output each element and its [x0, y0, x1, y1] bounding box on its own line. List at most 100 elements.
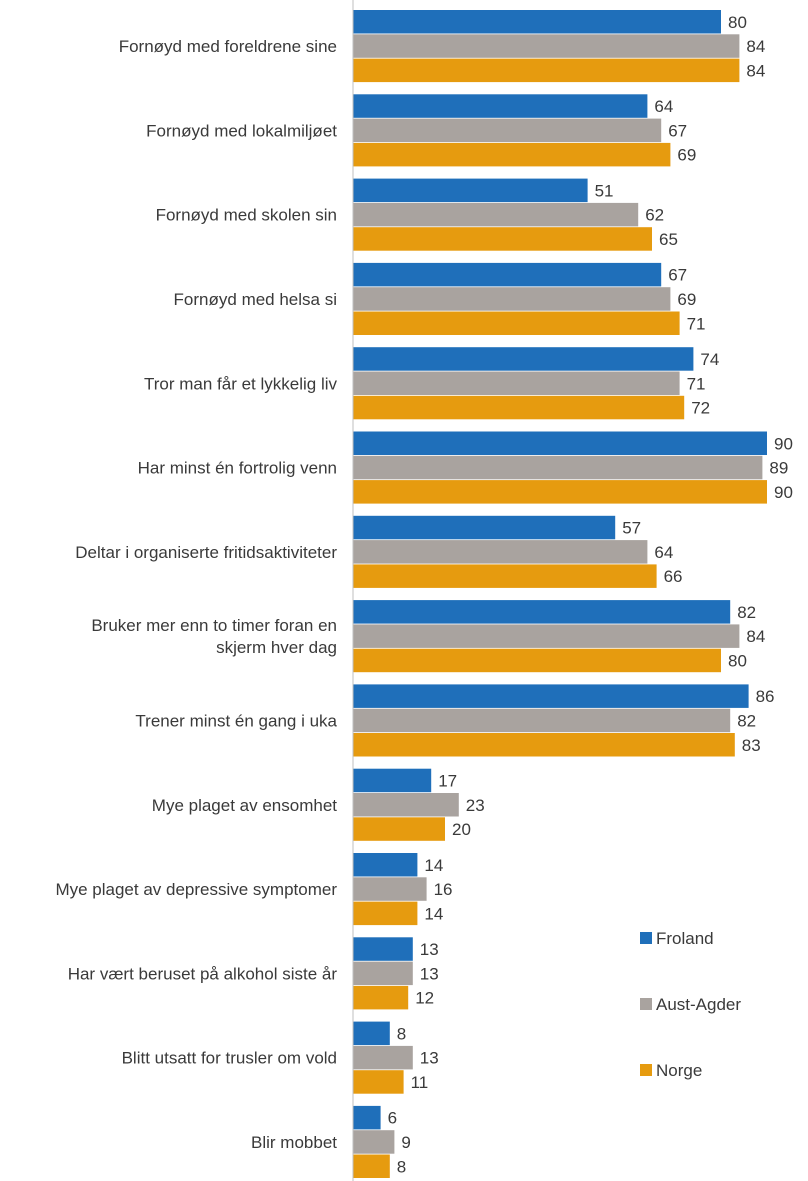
value-label-froland-blir-mobbet: 6 — [388, 1109, 397, 1128]
bar-aust-agder-forn-yd-med-helsa-si — [353, 287, 671, 311]
value-label-froland-mye-plaget-av-depressive-symptomer: 14 — [424, 856, 443, 875]
bar-froland-bruker-mer-enn-to-timer-foran-en-skjerm-hver-dag — [353, 600, 731, 624]
category-label-forn-yd-med-foreldrene-sine: Fornøyd med foreldrene sine — [119, 37, 337, 56]
bar-aust-agder-har-minst-n-fortrolig-venn — [353, 455, 763, 480]
bar-aust-agder-forn-yd-med-foreldrene-sine — [353, 34, 740, 58]
bar-norge-deltar-i-organiserte-fritidsaktiviteter — [353, 564, 657, 588]
category-label-blitt-utsatt-for-trusler-om-vold: Blitt utsatt for trusler om vold — [122, 1049, 337, 1068]
value-label-froland-forn-yd-med-lokalmilj-et: 64 — [654, 97, 673, 116]
value-label-froland-trener-minst-n-gang-i-uka: 86 — [756, 687, 775, 706]
value-label-froland-har-v-rt-beruset-p-alkohol-siste-r: 13 — [420, 940, 439, 959]
bar-aust-agder-blir-mobbet — [353, 1130, 395, 1154]
bar-norge-har-v-rt-beruset-p-alkohol-siste-r — [353, 985, 409, 1010]
bar-norge-mye-plaget-av-ensomhet — [353, 817, 445, 841]
bar-aust-agder-deltar-i-organiserte-fritidsaktiviteter — [353, 540, 648, 564]
value-label-aust-agder-forn-yd-med-lokalmilj-et: 67 — [668, 121, 687, 140]
value-label-norge-trener-minst-n-gang-i-uka: 83 — [742, 736, 761, 755]
value-label-norge-forn-yd-med-skolen-sin: 65 — [659, 230, 678, 249]
bar-froland-forn-yd-med-foreldrene-sine — [353, 10, 721, 34]
value-label-norge-forn-yd-med-foreldrene-sine: 84 — [746, 61, 765, 80]
value-label-froland-forn-yd-med-skolen-sin: 51 — [595, 181, 614, 200]
bar-froland-deltar-i-organiserte-fritidsaktiviteter — [353, 515, 616, 540]
category-label-blir-mobbet: Blir mobbet — [251, 1133, 337, 1152]
bar-froland-forn-yd-med-helsa-si — [353, 262, 662, 287]
bar-froland-mye-plaget-av-depressive-symptomer — [353, 853, 418, 877]
category-label-line1-bruker-mer-enn-to-timer-foran-en-skjerm-hver-dag: Bruker mer enn to timer foran en — [91, 616, 337, 635]
bar-norge-tror-man-f-r-et-lykkelig-liv — [353, 395, 685, 420]
value-label-norge-forn-yd-med-lokalmilj-et: 69 — [677, 146, 696, 165]
bar-froland-blitt-utsatt-for-trusler-om-vold — [353, 1021, 390, 1046]
value-label-norge-mye-plaget-av-depressive-symptomer: 14 — [424, 904, 443, 923]
value-label-froland-bruker-mer-enn-to-timer-foran-en-skjerm-hver-dag: 82 — [737, 603, 756, 622]
value-label-aust-agder-forn-yd-med-skolen-sin: 62 — [645, 206, 664, 225]
bar-norge-forn-yd-med-skolen-sin — [353, 227, 652, 251]
value-label-aust-agder-bruker-mer-enn-to-timer-foran-en-skjerm-hver-dag: 84 — [746, 627, 765, 646]
category-label-mye-plaget-av-ensomhet: Mye plaget av ensomhet — [152, 796, 337, 815]
value-label-aust-agder-forn-yd-med-foreldrene-sine: 84 — [746, 37, 765, 56]
category-label-line2-bruker-mer-enn-to-timer-foran-en-skjerm-hver-dag: skjerm hver dag — [216, 638, 337, 657]
value-label-norge-tror-man-f-r-et-lykkelig-liv: 72 — [691, 399, 710, 418]
value-label-aust-agder-har-minst-n-fortrolig-venn: 89 — [769, 459, 788, 478]
category-label-har-v-rt-beruset-p-alkohol-siste-r: Har vært beruset på alkohol siste år — [68, 964, 338, 983]
bar-aust-agder-tror-man-f-r-et-lykkelig-liv — [353, 371, 680, 395]
value-label-froland-har-minst-n-fortrolig-venn: 90 — [774, 434, 793, 453]
value-label-froland-forn-yd-med-foreldrene-sine: 80 — [728, 13, 747, 32]
bar-froland-forn-yd-med-skolen-sin — [353, 178, 588, 203]
legend-label-aust-agder: Aust-Agder — [656, 995, 741, 1014]
bar-aust-agder-bruker-mer-enn-to-timer-foran-en-skjerm-hver-dag — [353, 624, 740, 648]
legend-swatch-aust-agder — [640, 998, 652, 1010]
value-label-norge-deltar-i-organiserte-fritidsaktiviteter: 66 — [664, 567, 683, 586]
bar-norge-forn-yd-med-foreldrene-sine — [353, 58, 740, 83]
legend-swatch-froland — [640, 932, 652, 944]
bars-group — [353, 10, 767, 1178]
bar-aust-agder-har-v-rt-beruset-p-alkohol-siste-r — [353, 961, 413, 986]
bar-norge-forn-yd-med-lokalmilj-et — [353, 142, 671, 167]
value-label-aust-agder-har-v-rt-beruset-p-alkohol-siste-r: 13 — [420, 964, 439, 983]
value-label-froland-deltar-i-organiserte-fritidsaktiviteter: 57 — [622, 519, 641, 538]
category-label-forn-yd-med-helsa-si: Fornøyd med helsa si — [174, 290, 337, 309]
bar-norge-blitt-utsatt-for-trusler-om-vold — [353, 1070, 404, 1094]
value-label-norge-bruker-mer-enn-to-timer-foran-en-skjerm-hver-dag: 80 — [728, 651, 747, 670]
bar-froland-tror-man-f-r-et-lykkelig-liv — [353, 347, 694, 371]
bar-aust-agder-trener-minst-n-gang-i-uka — [353, 708, 731, 733]
bar-norge-blir-mobbet — [353, 1154, 390, 1178]
value-labels-group: 8084846467695162656769717471729089905764… — [388, 13, 793, 1177]
value-label-aust-agder-tror-man-f-r-et-lykkelig-liv: 71 — [687, 374, 706, 393]
bar-froland-blir-mobbet — [353, 1105, 381, 1130]
category-label-forn-yd-med-lokalmilj-et: Fornøyd med lokalmiljøet — [146, 121, 337, 140]
bar-norge-bruker-mer-enn-to-timer-foran-en-skjerm-hver-dag — [353, 648, 721, 673]
bar-norge-forn-yd-med-helsa-si — [353, 311, 680, 335]
bar-norge-har-minst-n-fortrolig-venn — [353, 480, 767, 504]
bar-froland-trener-minst-n-gang-i-uka — [353, 684, 749, 708]
category-label-trener-minst-n-gang-i-uka: Trener minst én gang i uka — [135, 711, 337, 730]
value-label-aust-agder-forn-yd-med-helsa-si: 69 — [677, 290, 696, 309]
bar-froland-forn-yd-med-lokalmilj-et — [353, 94, 648, 118]
bar-norge-mye-plaget-av-depressive-symptomer — [353, 901, 418, 926]
value-label-norge-har-minst-n-fortrolig-venn: 90 — [774, 483, 793, 502]
value-label-froland-blitt-utsatt-for-trusler-om-vold: 8 — [397, 1024, 406, 1043]
value-label-norge-blitt-utsatt-for-trusler-om-vold: 11 — [411, 1073, 429, 1092]
legend-label-norge: Norge — [656, 1061, 702, 1080]
value-label-froland-tror-man-f-r-et-lykkelig-liv: 74 — [700, 350, 719, 369]
category-label-forn-yd-med-skolen-sin: Fornøyd med skolen sin — [156, 206, 337, 225]
bar-aust-agder-forn-yd-med-skolen-sin — [353, 202, 639, 227]
bar-aust-agder-mye-plaget-av-ensomhet — [353, 793, 459, 817]
value-label-aust-agder-deltar-i-organiserte-fritidsaktiviteter: 64 — [654, 543, 673, 562]
value-label-aust-agder-blitt-utsatt-for-trusler-om-vold: 13 — [420, 1049, 439, 1068]
category-labels-group: Fornøyd med foreldrene sine Fornøyd med l… — [55, 37, 337, 1152]
category-label-tror-man-f-r-et-lykkelig-liv: Tror man får et lykkelig liv — [144, 374, 338, 393]
value-label-aust-agder-mye-plaget-av-depressive-symptomer: 16 — [434, 880, 453, 899]
bar-froland-har-v-rt-beruset-p-alkohol-siste-r — [353, 937, 413, 961]
legend-label-froland: Froland — [656, 929, 714, 948]
bar-aust-agder-forn-yd-med-lokalmilj-et — [353, 118, 662, 143]
value-label-norge-blir-mobbet: 8 — [397, 1157, 406, 1176]
bar-froland-mye-plaget-av-ensomhet — [353, 768, 432, 793]
value-label-aust-agder-trener-minst-n-gang-i-uka: 82 — [737, 711, 756, 730]
legend: Froland Aust-Agder Norge — [640, 929, 741, 1080]
bar-aust-agder-blitt-utsatt-for-trusler-om-vold — [353, 1045, 413, 1070]
value-label-norge-mye-plaget-av-ensomhet: 20 — [452, 820, 471, 839]
legend-swatch-norge — [640, 1064, 652, 1076]
category-label-har-minst-n-fortrolig-venn: Har minst én fortrolig venn — [138, 459, 337, 478]
bar-aust-agder-mye-plaget-av-depressive-symptomer — [353, 877, 427, 901]
